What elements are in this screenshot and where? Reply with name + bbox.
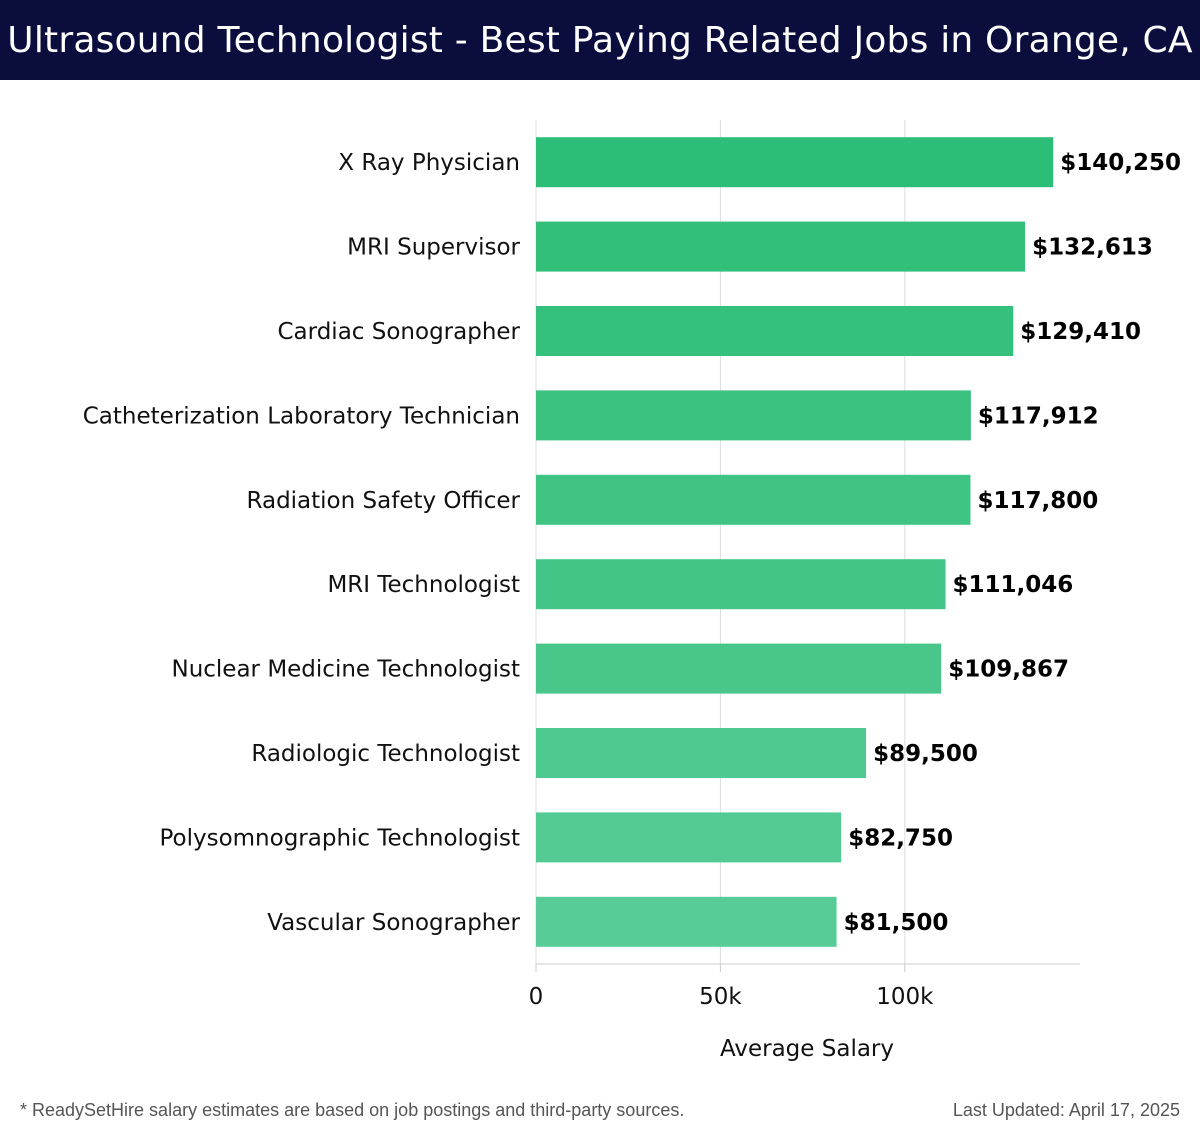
category-label: Cardiac Sonographer [278,319,521,345]
page-title: Ultrasound Technologist - Best Paying Re… [7,19,1193,61]
category-label: MRI Supervisor [347,235,520,261]
category-label: MRI Technologist [327,572,520,598]
value-label: $81,500 [844,910,949,936]
category-label: Vascular Sonographer [267,910,520,936]
x-tick-label: 0 [529,984,544,1010]
category-label: Nuclear Medicine Technologist [171,657,520,683]
chart-header: Ultrasound Technologist - Best Paying Re… [0,0,1200,80]
bar [536,559,946,610]
value-label: $140,250 [1060,150,1181,176]
value-label: $111,046 [953,572,1074,598]
value-label: $129,410 [1020,319,1141,345]
category-label: Catheterization Laboratory Technician [83,403,520,429]
footer-note: * ReadySetHire salary estimates are base… [20,1100,685,1120]
bars [536,137,1054,947]
category-label: Polysomnographic Technologist [159,825,520,851]
salary-bar-chart: X Ray Physician MRI Supervisor Cardiac Son… [83,120,1181,1062]
bar [536,221,1026,272]
x-tick-label: 100k [876,984,934,1010]
category-label: Radiation Safety Officer [247,488,521,514]
category-label: Radiologic Technologist [251,741,520,767]
bar [536,896,837,947]
bar [536,812,842,863]
value-label: $117,800 [977,488,1098,514]
value-label: $109,867 [948,657,1069,683]
category-labels: X Ray Physician MRI Supervisor Cardiac Son… [83,150,521,936]
bar [536,390,971,441]
bar [536,306,1014,356]
bar [536,137,1054,188]
x-axis-title: Average Salary [720,1036,894,1062]
bar [536,474,971,525]
bar [536,643,942,694]
value-label: $89,500 [873,741,978,767]
value-label: $132,613 [1032,235,1153,261]
value-label: $117,912 [978,403,1099,429]
value-label: $82,750 [848,825,953,851]
value-labels: $140,250 $132,613 $129,410 $117,912 $117,800… [844,150,1181,936]
x-axis: 0 50k 100k [529,963,1080,1010]
bar [536,728,867,778]
x-tick-label: 50k [699,984,742,1010]
category-label: X Ray Physician [338,150,520,176]
last-updated: Last Updated: April 17, 2025 [952,1100,1180,1120]
